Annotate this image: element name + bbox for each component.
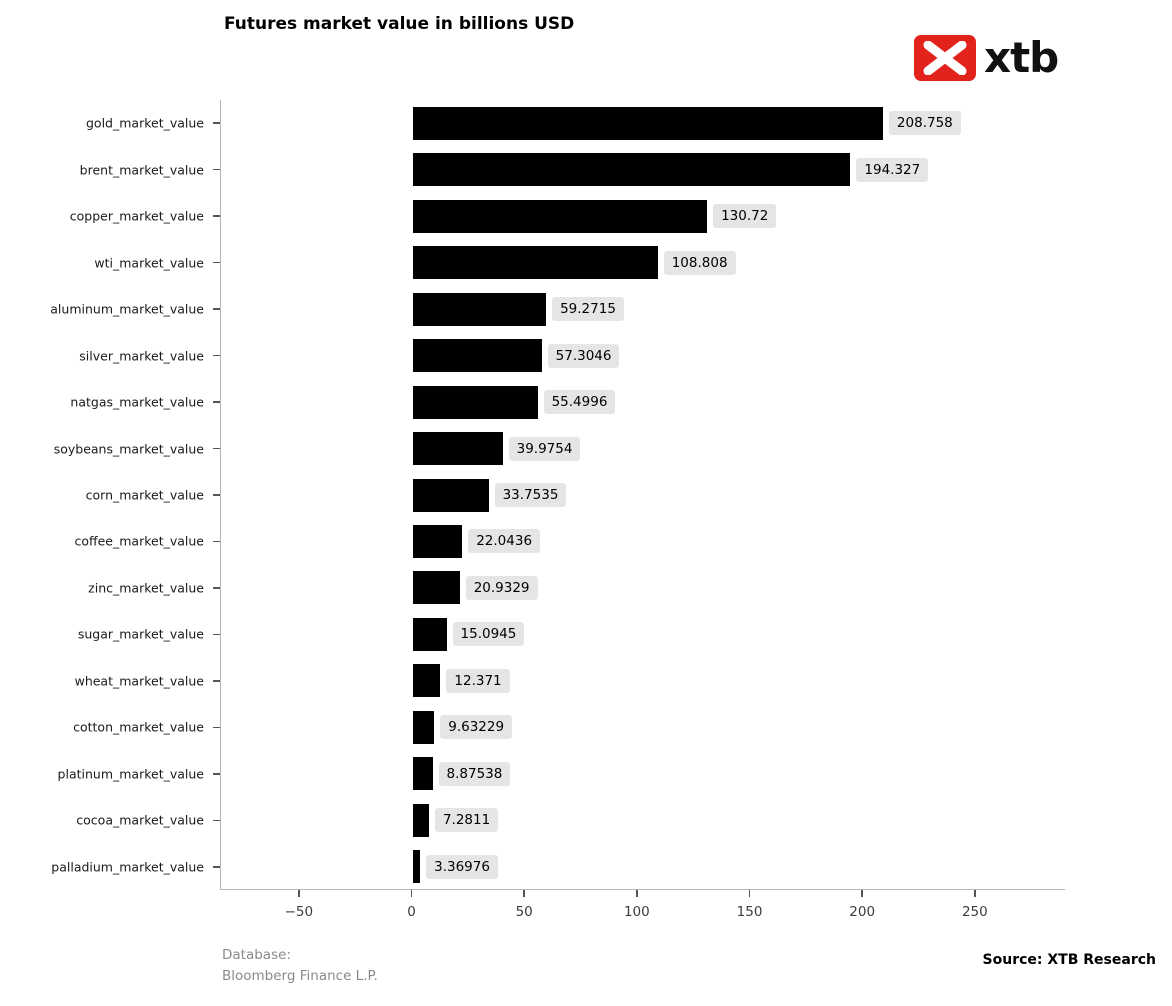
y-axis-tick <box>213 215 220 217</box>
category-label: wti_market_value <box>94 255 204 271</box>
bar <box>412 571 460 605</box>
x-axis-tick-label: 150 <box>736 904 763 920</box>
x-axis-tick <box>861 890 863 897</box>
category-label: copper_market_value <box>69 208 204 224</box>
footer-source: Source: XTB Research <box>982 952 1156 968</box>
y-axis-tick <box>213 447 220 450</box>
x-axis-tick <box>298 890 300 897</box>
bar <box>412 850 421 884</box>
x-axis-tick-label: −50 <box>284 904 314 920</box>
footer-database-name: Bloomberg Finance L.P. <box>222 967 378 984</box>
y-axis-tick <box>213 494 220 496</box>
x-axis-tick-label: 100 <box>623 904 650 920</box>
bar-value-label: 3.36976 <box>426 854 498 879</box>
bar-value-label: 57.3046 <box>547 343 620 368</box>
category-label: coffee_market_value <box>74 533 204 549</box>
bar <box>412 106 883 140</box>
x-axis-tick <box>523 890 525 897</box>
bar <box>412 803 429 837</box>
x-axis-tick-label: 0 <box>407 904 416 920</box>
bar <box>412 478 489 512</box>
bar <box>412 339 542 373</box>
y-axis-tick <box>213 633 220 636</box>
bar <box>412 432 503 466</box>
y-axis-tick <box>213 354 220 357</box>
y-axis-tick <box>213 540 220 543</box>
bar-value-label: 108.808 <box>663 250 736 275</box>
bar-value-label: 55.4996 <box>543 390 616 415</box>
bar <box>412 199 708 233</box>
bar <box>412 524 463 558</box>
category-label: palladium_market_value <box>51 859 204 875</box>
category-label: cotton_market_value <box>73 719 204 735</box>
bar <box>412 617 447 651</box>
y-axis-tick <box>213 819 220 822</box>
footer-database: Database: Bloomberg Finance L.P. <box>222 945 378 987</box>
bar-value-label: 194.327 <box>856 157 929 182</box>
y-axis-tick <box>213 122 220 124</box>
category-label: silver_market_value <box>79 348 204 364</box>
bar-value-label: 8.87538 <box>438 761 511 786</box>
category-label: natgas_market_value <box>70 394 204 410</box>
category-label: zinc_market_value <box>88 580 204 596</box>
category-label: brent_market_value <box>79 162 204 178</box>
bar-value-label: 39.9754 <box>508 436 581 461</box>
plot-area: 208.758 194.327 130.72 108.808 59.2715 57.304… <box>220 100 1065 890</box>
x-axis-tick <box>974 890 976 897</box>
category-label: platinum_market_value <box>57 766 204 782</box>
bar-value-label: 22.0436 <box>468 529 541 554</box>
category-label: gold_market_value <box>86 115 204 131</box>
bar-value-label: 12.371 <box>446 668 510 693</box>
category-label: sugar_market_value <box>77 626 204 642</box>
bar-value-label: 130.72 <box>713 204 777 229</box>
footer-database-label: Database: <box>222 947 291 963</box>
bar <box>412 292 547 326</box>
x-axis-tick-label: 200 <box>849 904 876 920</box>
xtb-swallow-icon <box>923 41 967 75</box>
bar <box>412 385 538 419</box>
xtb-logo: xtb <box>914 33 1059 82</box>
bar <box>412 664 441 698</box>
xtb-logo-icon <box>914 35 976 81</box>
bar <box>412 246 658 280</box>
bar <box>412 710 435 744</box>
x-axis-tick <box>748 890 751 897</box>
chart-title: Futures market value in billions USD <box>224 14 575 34</box>
category-label: corn_market_value <box>85 487 204 503</box>
x-axis-tick <box>410 890 413 897</box>
y-axis-tick <box>213 587 220 589</box>
y-axis-tick <box>213 168 220 171</box>
x-axis-tick-label: 50 <box>515 904 533 920</box>
bar-value-label: 7.2811 <box>434 808 499 833</box>
y-axis-tick <box>213 726 220 729</box>
y-axis-tick <box>213 680 220 682</box>
x-axis-tick-label: 250 <box>961 904 988 920</box>
bar-value-label: 9.63229 <box>440 715 513 740</box>
category-label: wheat_market_value <box>74 673 204 689</box>
x-axis-tick <box>636 890 638 897</box>
y-axis-tick <box>213 401 220 403</box>
bar <box>412 153 851 187</box>
bar-value-label: 15.0945 <box>452 622 525 647</box>
xtb-logo-text: xtb <box>984 33 1059 82</box>
category-label: soybeans_market_value <box>53 441 204 457</box>
y-axis-tick <box>213 866 220 868</box>
y-axis-tick <box>213 261 220 264</box>
y-axis-tick <box>213 308 220 310</box>
bar-value-label: 20.9329 <box>465 575 538 600</box>
bar <box>412 757 433 791</box>
y-axis-tick <box>213 773 220 775</box>
category-label: aluminum_market_value <box>50 301 204 317</box>
bar-value-label: 33.7535 <box>494 483 567 507</box>
category-label: cocoa_market_value <box>76 812 204 828</box>
bar-value-label: 208.758 <box>888 111 961 136</box>
bar-value-label: 59.2715 <box>552 297 624 322</box>
